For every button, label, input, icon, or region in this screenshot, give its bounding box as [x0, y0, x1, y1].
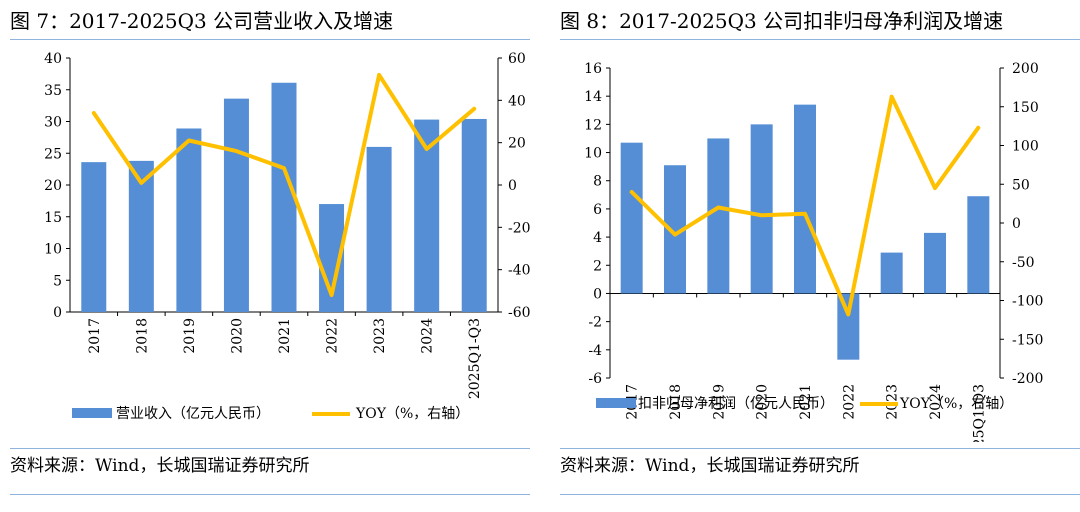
category-label: 2017 — [87, 318, 103, 354]
bar-2017 — [620, 142, 643, 294]
left-tick-label: 4 — [593, 230, 602, 246]
left-tick-label: 14 — [584, 89, 602, 105]
right-tick-label: 0 — [1012, 216, 1021, 232]
left-tick-label: 5 — [53, 273, 62, 289]
left-tick-label: 30 — [44, 115, 62, 131]
figure-8-bottom-rule — [560, 494, 1080, 495]
category-label: 2020 — [755, 384, 771, 420]
right-tick-label: -50 — [1012, 255, 1035, 271]
category-label: 2020 — [229, 318, 245, 354]
category-label: 2023 — [885, 384, 901, 420]
net-profit-chart: -6 -4 -2 0 2 4 6 8 10 12 14 16 -200 -150 -100 -50 0 50 100… — [584, 61, 1043, 442]
bar-2025Q1-Q3 — [461, 118, 487, 313]
bar-2021 — [794, 104, 816, 294]
bar-2024 — [924, 232, 946, 294]
left-tick-label: -4 — [588, 343, 602, 359]
left-tick-label: 40 — [44, 51, 62, 67]
left-tick-label: 35 — [44, 83, 62, 99]
legend-bar-label: 扣非归母净利润（亿元人民币） — [638, 395, 834, 412]
right-tick-label: -200 — [1012, 371, 1043, 387]
figure-7-bottom-rule — [10, 494, 530, 495]
left-tick-label: 8 — [593, 174, 602, 190]
figure-8-top-rule — [560, 39, 1080, 40]
figure-7-panel: 图 7：2017-2025Q3 公司营业收入及增速 0 5 10 15 20 25 30 35… — [10, 0, 530, 512]
left-tick-label: 12 — [584, 117, 602, 133]
figure-7-source: 资料来源：Wind，长城国瑞证券研究所 — [10, 456, 310, 476]
legend-bar-swatch — [596, 398, 636, 408]
category-label: 2023 — [372, 318, 388, 354]
left-tick-label: -6 — [588, 371, 602, 387]
left-tick-label: 6 — [593, 202, 602, 218]
right-tick-label: -150 — [1012, 332, 1043, 348]
category-label: 2021 — [277, 318, 293, 354]
figure-8-title: 图 8：2017-2025Q3 公司扣非归母净利润及增速 — [560, 9, 1004, 33]
yoy-line — [91, 72, 477, 298]
category-label: 2024 — [928, 384, 944, 420]
bar-2022 — [837, 293, 860, 360]
figure-8-source: 资料来源：Wind，长城国瑞证券研究所 — [560, 456, 860, 476]
bar-2020 — [750, 124, 773, 294]
figure-7-title: 图 7：2017-2025Q3 公司营业收入及增速 — [10, 9, 394, 33]
right-tick-label: -40 — [508, 263, 530, 279]
left-tick-label: 25 — [44, 146, 62, 162]
figure-8-panel: 图 8：2017-2025Q3 公司扣非归母净利润及增速 -6 -4 -2 0 2 4 6 8… — [560, 0, 1080, 512]
category-label: 2025Q1-Q3 — [467, 318, 483, 399]
category-label: 2024 — [420, 318, 436, 354]
category-label: 2018 — [134, 318, 150, 354]
right-tick-label: -20 — [508, 220, 530, 236]
bar-2024 — [414, 119, 440, 312]
right-tick-label: 40 — [508, 93, 526, 109]
category-label: 2019 — [711, 384, 727, 420]
bar-2023 — [880, 252, 903, 294]
left-tick-label: 10 — [44, 242, 62, 258]
bar-2019 — [707, 138, 730, 294]
right-tick-label: 200 — [1012, 61, 1039, 77]
figure-7-top-rule — [10, 39, 530, 40]
category-label: 2018 — [668, 384, 684, 420]
right-tick-label: 100 — [1012, 139, 1039, 155]
category-label: 2021 — [798, 384, 814, 420]
right-tick-label: 50 — [1012, 177, 1030, 193]
legend-line-label: YOY（%，右轴） — [355, 406, 469, 422]
right-tick-label: 60 — [508, 51, 526, 67]
bar-2023 — [366, 146, 392, 312]
category-label: 2022 — [841, 384, 857, 420]
category-label: 2019 — [182, 318, 198, 354]
bar-2019 — [176, 128, 202, 312]
legend-line-label: YOY（%，右轴） — [899, 396, 1013, 412]
figure-8-mid-rule — [560, 448, 1080, 449]
right-tick-label: -60 — [508, 305, 530, 321]
right-tick-label: 20 — [508, 136, 526, 152]
left-tick-label: -2 — [588, 315, 602, 331]
left-tick-label: 0 — [593, 286, 602, 302]
figure-7-mid-rule — [10, 448, 530, 449]
left-tick-label: 2 — [593, 258, 602, 274]
legend-bar-label: 营业收入（亿元人民币） — [116, 406, 270, 422]
left-tick-label: 0 — [53, 305, 62, 321]
bar-2018 — [128, 160, 154, 312]
right-tick-label: 150 — [1012, 100, 1039, 116]
revenue-chart: 0 5 10 15 20 25 30 35 40 -60 -40 -20 0 20 40 60 2017 2018… — [44, 51, 530, 422]
category-label: 2022 — [325, 318, 341, 354]
bar-2021 — [271, 82, 297, 312]
right-tick-label: -100 — [1012, 294, 1043, 310]
bar-2020 — [223, 98, 249, 312]
bar-2018 — [664, 165, 686, 294]
bar-2017 — [81, 162, 107, 312]
yoy-line — [629, 94, 981, 317]
left-tick-label: 16 — [584, 61, 602, 77]
category-label: 2025Q1-Q3 — [971, 384, 987, 442]
legend-bar-swatch — [72, 408, 112, 418]
bar-2025Q1-Q3 — [967, 196, 990, 294]
left-tick-label: 15 — [44, 210, 62, 226]
right-tick-label: 0 — [508, 178, 517, 194]
left-tick-label: 20 — [44, 178, 62, 194]
left-tick-label: 10 — [584, 146, 602, 162]
